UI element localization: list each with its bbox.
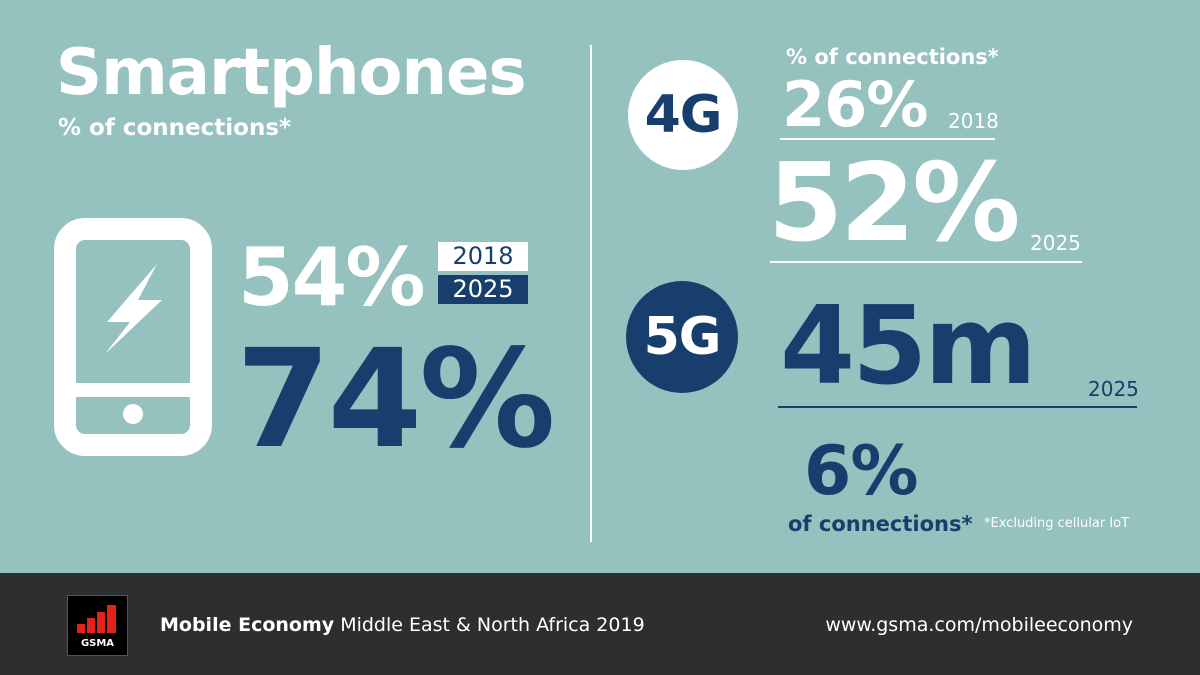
g5-year: 2025: [1088, 377, 1139, 401]
footer-bar: GSMA Mobile Economy Middle East & North …: [0, 573, 1200, 675]
badge-5g: 5G: [626, 281, 738, 393]
smartphone-lightning-icon: [54, 218, 212, 456]
divider-line: [778, 406, 1137, 408]
smartphones-2018-value: 54%: [238, 231, 425, 324]
g5-value: 45m: [780, 284, 1037, 409]
g4-2025-value: 52%: [768, 141, 1021, 266]
gsma-bars-icon: [77, 605, 116, 633]
g4-2018-year: 2018: [948, 109, 999, 133]
gsma-logo-text: GSMA: [80, 638, 115, 649]
section-divider: [590, 45, 592, 542]
badge-4g: 4G: [628, 60, 738, 170]
gsma-logo: GSMA: [67, 595, 128, 656]
divider-line: [780, 138, 995, 140]
smartphones-title: Smartphones: [56, 36, 527, 110]
publication-title-rest: Middle East & North Africa 2019: [340, 614, 645, 636]
year-2018-label: 2018: [438, 242, 528, 271]
publication-title-bold: Mobile Economy: [160, 614, 335, 636]
smartphones-2025-value: 74%: [236, 321, 556, 479]
g4-2018-value: 26%: [782, 68, 928, 141]
smartphones-subtitle: % of connections*: [58, 115, 292, 141]
g4-subtitle: % of connections*: [786, 45, 999, 69]
publication-title: Mobile Economy Middle East & North Afric…: [160, 613, 645, 637]
g5-percentage: 6%: [804, 432, 918, 511]
g5-percentage-label: of connections*: [788, 512, 973, 536]
year-2025-label: 2025: [438, 275, 528, 304]
website-link[interactable]: www.gsma.com/mobileeconomy: [825, 614, 1133, 636]
divider-line: [770, 261, 1082, 263]
g4-2025-year: 2025: [1030, 231, 1081, 255]
footnote: *Excluding cellular IoT: [984, 516, 1130, 531]
